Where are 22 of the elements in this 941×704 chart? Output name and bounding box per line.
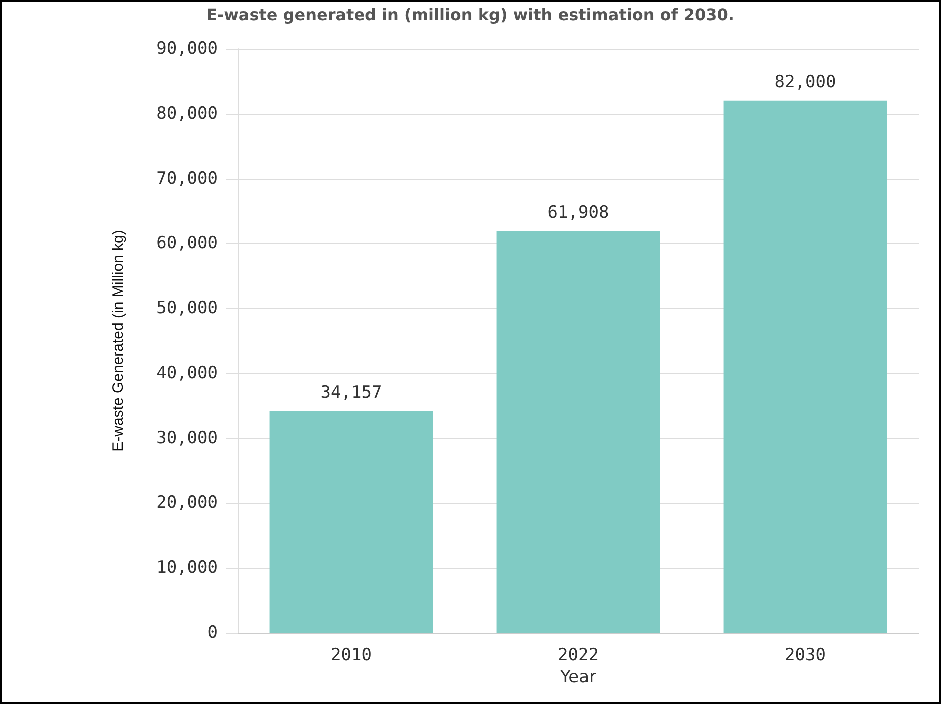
bar (270, 411, 434, 633)
x-axis-title: Year (560, 668, 597, 688)
y-tick-label: 20,000 (156, 493, 218, 514)
x-tick-label: 2010 (331, 646, 372, 666)
y-tick-label: 0 (208, 623, 218, 643)
y-tick-label: 40,000 (156, 363, 218, 384)
x-tick-label: 2030 (785, 646, 826, 666)
y-tick-label: 90,000 (156, 39, 218, 59)
y-tick-label: 80,000 (156, 104, 218, 124)
y-tick-label: 50,000 (156, 298, 218, 319)
y-tick-label: 70,000 (156, 168, 218, 189)
y-tick-label: 60,000 (156, 234, 218, 254)
y-tick-label: 10,000 (156, 558, 218, 578)
y-tick-label: 30,000 (156, 428, 218, 448)
data-label: 61,908 (548, 202, 610, 223)
chart-title: E-waste generated in (million kg) with estimation of 2030. (206, 6, 734, 24)
x-tick-label: 2022 (558, 646, 599, 666)
data-label: 34,157 (320, 382, 382, 403)
data-label: 82,000 (774, 72, 836, 92)
bar (496, 231, 660, 633)
y-axis-title: E-waste Generated (in Million kg) (110, 230, 127, 452)
bar (724, 100, 888, 633)
